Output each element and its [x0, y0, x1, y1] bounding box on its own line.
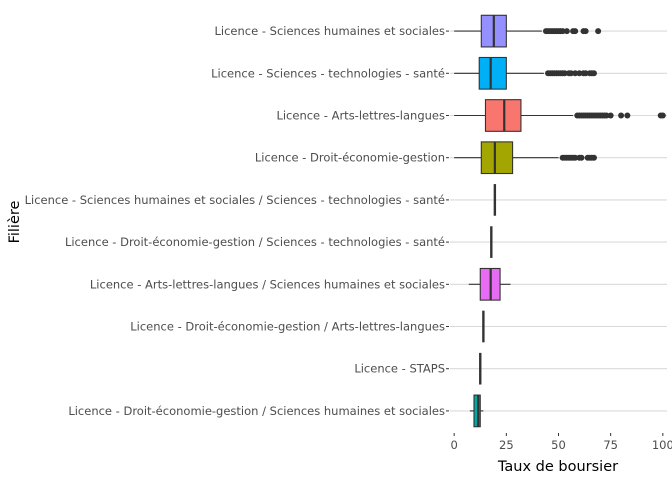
outlier-point — [595, 28, 602, 35]
category-label: Licence - Droit-économie-gestion / Scien… — [68, 404, 445, 418]
category-label: Licence - STAPS — [354, 362, 445, 376]
box-group — [469, 394, 484, 428]
x-tick-label: 50 — [551, 438, 566, 452]
x-tick-label: 75 — [603, 438, 618, 452]
category-label: Licence - Droit-économie-gestion / Scien… — [65, 235, 445, 249]
outlier-point — [582, 28, 589, 35]
box-group — [454, 141, 597, 175]
outlier-point — [659, 112, 666, 119]
outlier-point — [607, 112, 614, 119]
box-iqr — [480, 141, 514, 175]
outlier-point — [572, 28, 579, 35]
outlier-point — [568, 70, 575, 77]
category-label: Licence - Sciences humaines et sociales … — [25, 193, 445, 207]
outlier-point — [618, 112, 625, 119]
category-labels: Licence - Sciences humaines et sociales L… — [25, 24, 449, 418]
outlier-point — [582, 70, 589, 77]
y-axis-title: Filière — [7, 200, 23, 243]
outlier-point — [576, 70, 583, 77]
category-label: Licence - Droit-économie-gestion / Arts-… — [130, 320, 445, 334]
category-label: Licence - Droit-économie-gestion — [255, 151, 445, 165]
x-tick-label: 100 — [652, 438, 672, 452]
x-tick-label: 0 — [451, 438, 458, 452]
outlier-point — [624, 112, 631, 119]
category-label: Licence - Arts-lettres-langues / Science… — [90, 277, 445, 291]
x-axis-ticks: 0 25 50 75 100 — [451, 433, 672, 452]
outlier-point — [559, 28, 566, 35]
x-tick-label: 25 — [499, 438, 514, 452]
box-group — [454, 56, 597, 90]
category-label: Licence - Sciences humaines et sociales — [215, 24, 446, 38]
outlier-point — [578, 154, 585, 161]
category-label: Licence - Sciences - technologies - sant… — [211, 66, 445, 80]
outlier-point — [563, 28, 570, 35]
x-axis-title: Taux de boursier — [497, 459, 618, 475]
box-iqr — [478, 56, 507, 90]
outlier-point — [590, 154, 597, 161]
box-group — [454, 99, 666, 132]
outlier-point — [561, 70, 568, 77]
outlier-point — [603, 112, 610, 119]
box-group — [454, 14, 602, 48]
outlier-point — [572, 154, 579, 161]
box-layer — [454, 14, 666, 428]
box-group — [468, 267, 511, 301]
outlier-point — [590, 70, 597, 77]
category-label: Licence - Arts-lettres-langues — [276, 109, 445, 123]
outlier-point — [572, 70, 579, 77]
